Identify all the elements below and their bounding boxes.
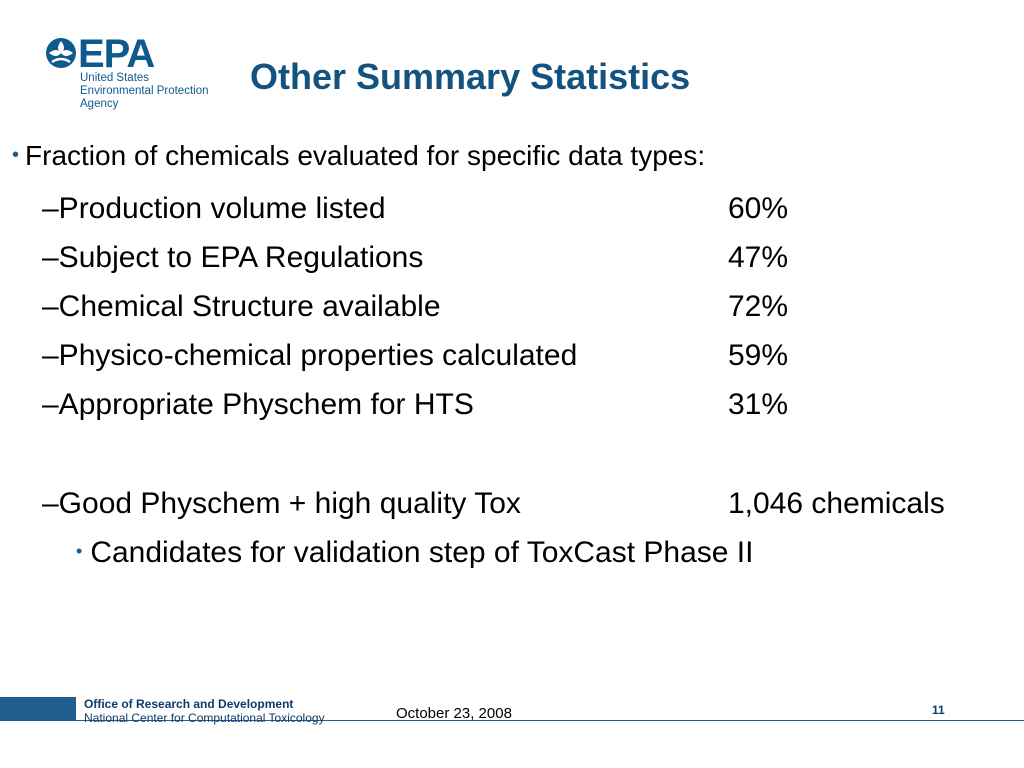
main-bullet-text: Fraction of chemicals evaluated for spec… (25, 140, 706, 171)
item-label: –Subject to EPA Regulations (42, 241, 424, 274)
item-value: 31% (728, 388, 789, 421)
item-value: 59% (728, 339, 789, 372)
item-label: –Appropriate Physchem for HTS (42, 388, 474, 421)
sub-bullet-text: Candidates for validation step of ToxCas… (90, 536, 754, 569)
item-label: –Good Physchem + high quality Tox (42, 487, 521, 520)
footer-divider (76, 720, 1024, 721)
item-value: 60% (728, 192, 789, 225)
item-value: 1,046 chemicals (728, 487, 945, 520)
footer-date: October 23, 2008 (396, 705, 512, 722)
logo-agency-name: United States Environmental Protection A… (80, 72, 208, 111)
item-value: 47% (728, 241, 789, 274)
sub-bullet: • Candidates for validation step of ToxCa… (76, 536, 753, 570)
bullet-dot-icon: • (76, 541, 83, 561)
item-label: –Chemical Structure available (42, 290, 441, 323)
logo-line-3: Agency (80, 98, 119, 110)
logo-line-1: United States (80, 72, 150, 84)
footer-center: National Center for Computational Toxico… (84, 711, 325, 725)
page-number: 11 (932, 703, 945, 717)
item-value: 72% (728, 290, 789, 323)
epa-logo: EPA United States Environmental Protecti… (44, 32, 234, 116)
epa-flower-icon (46, 38, 76, 68)
item-label: –Physico-chemical properties calculated (42, 339, 578, 372)
bullet-dot-icon: • (12, 144, 20, 166)
item-label: –Production volume listed (42, 192, 386, 225)
slide-title: Other Summary Statistics (250, 56, 691, 97)
footer-office: Office of Research and Development (84, 697, 294, 711)
main-bullet: • Fraction of chemicals evaluated for spe… (12, 140, 705, 172)
footer-bar (0, 697, 76, 721)
logo-acronym: EPA (78, 32, 155, 76)
logo-line-2: Environmental Protection (80, 85, 209, 97)
